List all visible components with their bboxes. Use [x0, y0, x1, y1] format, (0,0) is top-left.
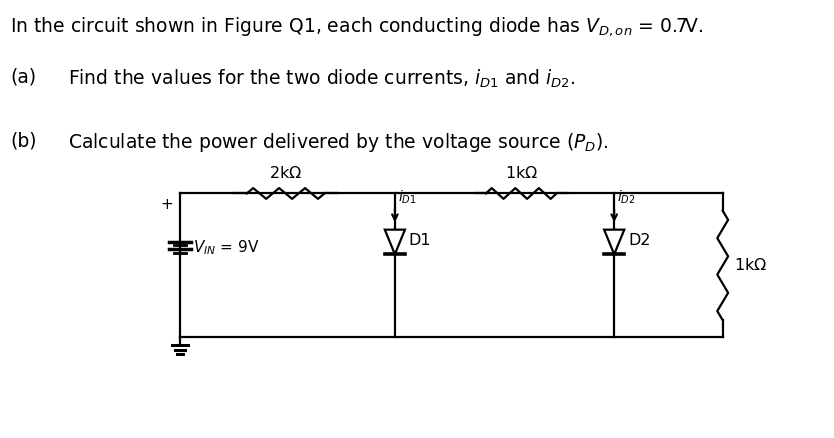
Polygon shape [384, 230, 405, 254]
Text: In the circuit shown in Figure Q1, each conducting diode has $V_{D,on}$ = 0.7V.: In the circuit shown in Figure Q1, each … [10, 15, 703, 38]
Polygon shape [604, 230, 625, 254]
Text: Find the values for the two diode currents, $i_{D1}$ and $i_{D2}$.: Find the values for the two diode curren… [68, 68, 576, 90]
Text: (a): (a) [10, 68, 36, 87]
Text: (b): (b) [10, 131, 37, 150]
Text: D1: D1 [409, 233, 431, 248]
Text: 2k$\Omega$: 2k$\Omega$ [269, 165, 302, 181]
Text: 1k$\Omega$: 1k$\Omega$ [505, 165, 538, 181]
Text: $i_{D2}$: $i_{D2}$ [617, 188, 636, 206]
Text: $V_{IN}$ = 9V: $V_{IN}$ = 9V [193, 238, 260, 257]
Text: $i_{D1}$: $i_{D1}$ [398, 188, 416, 206]
Text: Calculate the power delivered by the voltage source ($P_D$).: Calculate the power delivered by the vol… [68, 131, 609, 155]
Text: +: + [160, 197, 173, 212]
Text: D2: D2 [628, 233, 651, 248]
Text: 1k$\Omega$: 1k$\Omega$ [734, 258, 766, 273]
